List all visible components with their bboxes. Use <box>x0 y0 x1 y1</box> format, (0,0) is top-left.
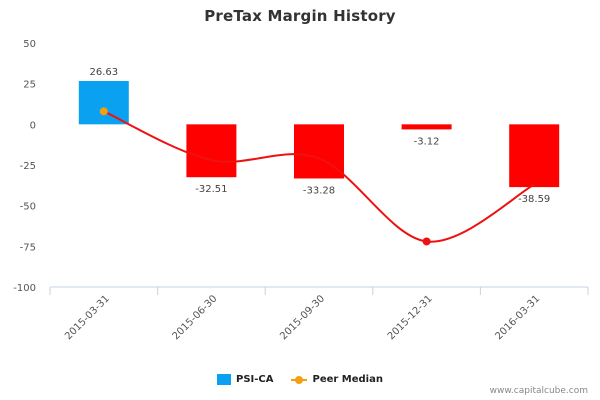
legend-item-peer-median[interactable]: Peer Median <box>291 374 383 385</box>
legend-label-psi-ca: PSI-CA <box>236 374 274 385</box>
x-tick-label: 2015-09-30 <box>278 293 327 342</box>
x-tick-label: 2015-06-30 <box>171 293 220 342</box>
chart-legend: PSI-CA Peer Median <box>0 374 600 385</box>
data-label: -32.51 <box>195 184 227 195</box>
y-tick-label: -100 <box>13 283 36 294</box>
bar <box>401 124 452 130</box>
chart-title: PreTax Margin History <box>204 7 396 25</box>
legend-label-peer-median: Peer Median <box>312 374 383 385</box>
y-tick-label: -25 <box>20 161 36 172</box>
data-label: 26.63 <box>89 67 118 78</box>
peer-median-point <box>422 237 431 246</box>
legend-swatch-peer-median <box>291 374 308 385</box>
legend-item-psi-ca[interactable]: PSI-CA <box>217 374 273 385</box>
data-label: -38.59 <box>518 194 550 205</box>
y-tick-label: 25 <box>23 80 36 91</box>
peer-median-point <box>99 107 108 116</box>
legend-swatch-psi-ca <box>217 374 231 385</box>
data-label: -33.28 <box>303 185 335 196</box>
peer-median-line <box>103 110 535 243</box>
x-tick-label: 2015-03-31 <box>63 293 112 342</box>
bar <box>186 124 237 178</box>
source-credit: www.capitalcube.com <box>489 386 588 396</box>
bar <box>78 81 129 125</box>
bar <box>509 124 560 188</box>
y-tick-label: -75 <box>20 242 36 253</box>
y-tick-label: 0 <box>30 120 36 131</box>
x-tick-label: 2015-12-31 <box>386 293 435 342</box>
y-tick-label: -50 <box>20 202 36 213</box>
data-label: -3.12 <box>414 136 440 147</box>
bar <box>294 124 344 179</box>
x-tick-label: 2016-03-31 <box>493 293 542 342</box>
y-tick-label: 50 <box>23 39 36 50</box>
